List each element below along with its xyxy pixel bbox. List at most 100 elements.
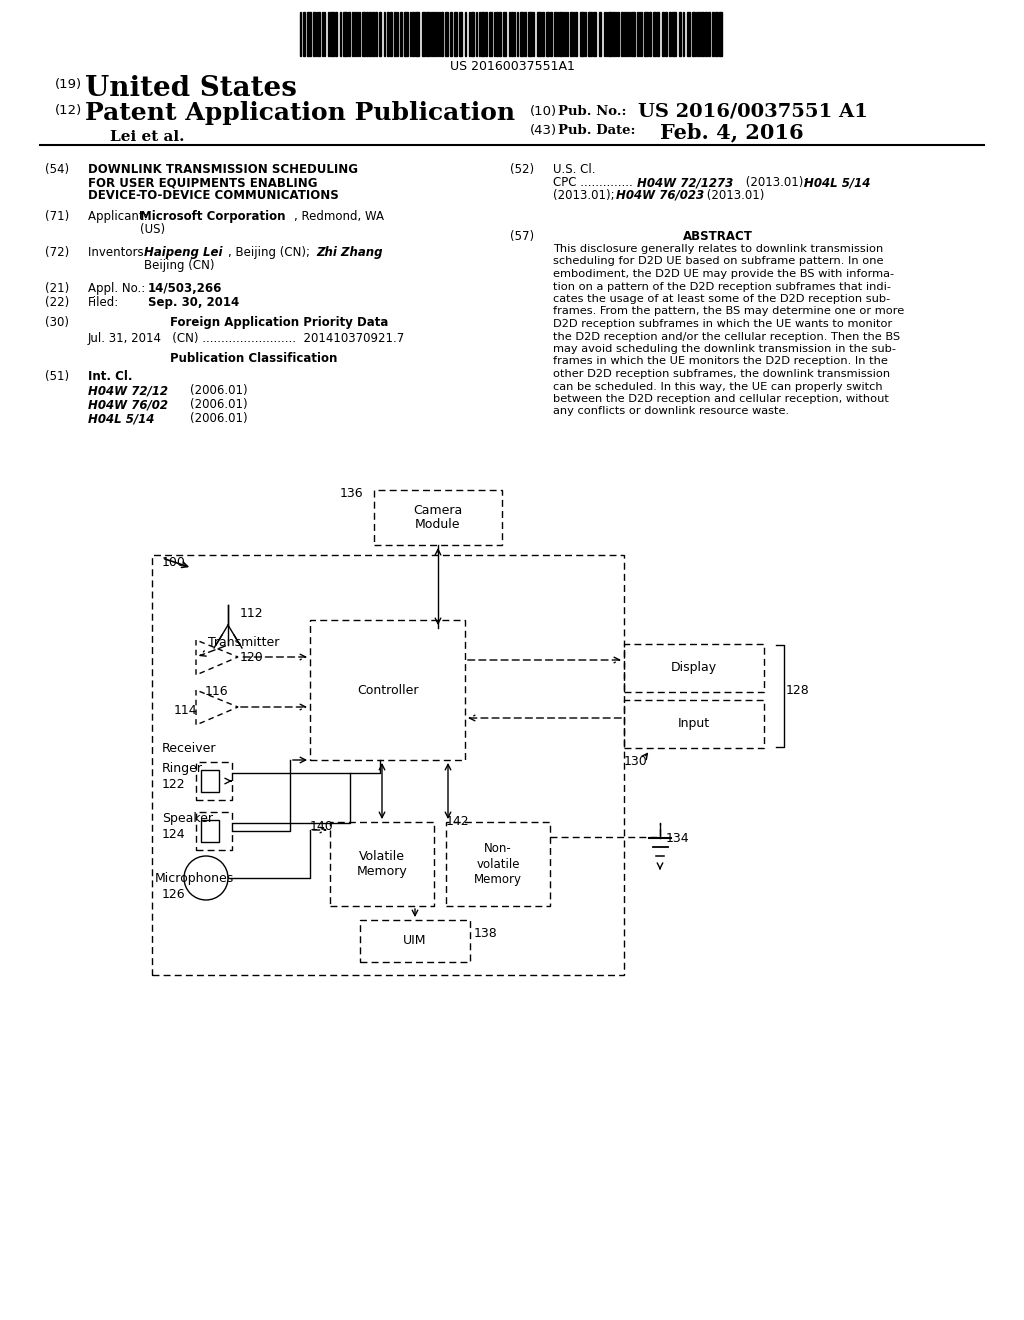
Text: FOR USER EQUIPMENTS ENABLING: FOR USER EQUIPMENTS ENABLING xyxy=(88,176,317,189)
Bar xyxy=(318,12,319,55)
Text: Display: Display xyxy=(671,661,717,675)
Bar xyxy=(712,12,714,55)
Bar xyxy=(649,12,651,55)
Bar xyxy=(369,12,371,55)
Text: cates the usage of at least some of the D2D reception sub-: cates the usage of at least some of the … xyxy=(553,294,890,304)
Text: may avoid scheduling the downlink transmission in the sub-: may avoid scheduling the downlink transm… xyxy=(553,345,896,354)
Bar xyxy=(613,12,615,55)
Bar xyxy=(570,12,572,55)
Text: Haipeng Lei: Haipeng Lei xyxy=(144,246,222,259)
Bar xyxy=(588,12,592,55)
Text: 126: 126 xyxy=(162,888,185,902)
Bar xyxy=(546,12,549,55)
Text: 136: 136 xyxy=(340,487,364,500)
Bar xyxy=(310,620,465,760)
Bar xyxy=(624,12,626,55)
Bar xyxy=(503,12,506,55)
Bar xyxy=(446,822,550,906)
Bar xyxy=(621,12,623,55)
Text: Volatile
Memory: Volatile Memory xyxy=(356,850,408,878)
Bar xyxy=(608,12,612,55)
Bar xyxy=(662,12,664,55)
Text: US 2016/0037551 A1: US 2016/0037551 A1 xyxy=(638,103,868,121)
Bar xyxy=(196,762,232,800)
Bar xyxy=(528,12,532,55)
Bar xyxy=(352,12,354,55)
Text: the D2D reception and/or the cellular reception. Then the BS: the D2D reception and/or the cellular re… xyxy=(553,331,900,342)
Text: Input: Input xyxy=(678,718,710,730)
Text: (2013.01);: (2013.01); xyxy=(553,189,618,202)
Text: (71): (71) xyxy=(45,210,70,223)
Text: 116: 116 xyxy=(205,685,228,698)
Text: CPC ..............: CPC .............. xyxy=(553,176,637,189)
Text: Feb. 4, 2016: Feb. 4, 2016 xyxy=(660,121,804,143)
Bar xyxy=(624,700,764,748)
Bar xyxy=(415,12,419,55)
Text: 142: 142 xyxy=(446,814,470,828)
Text: (2013.01): (2013.01) xyxy=(703,189,764,202)
Bar xyxy=(313,12,315,55)
Bar xyxy=(450,12,452,55)
Text: H04W 72/1273: H04W 72/1273 xyxy=(637,176,733,189)
Text: Jul. 31, 2014   (CN) .........................  201410370921.7: Jul. 31, 2014 (CN) .....................… xyxy=(88,333,406,345)
Bar xyxy=(330,12,334,55)
Bar xyxy=(698,12,700,55)
Text: Pub. No.:: Pub. No.: xyxy=(558,106,627,117)
Text: (57): (57) xyxy=(510,230,535,243)
Bar xyxy=(366,12,368,55)
Text: This disclosure generally relates to downlink transmission: This disclosure generally relates to dow… xyxy=(553,244,884,253)
Text: 138: 138 xyxy=(474,927,498,940)
Text: 128: 128 xyxy=(786,684,810,697)
Bar xyxy=(550,12,552,55)
Text: (51): (51) xyxy=(45,370,70,383)
Bar xyxy=(705,12,707,55)
Bar xyxy=(335,12,337,55)
Text: United States: United States xyxy=(85,75,297,102)
Bar xyxy=(390,12,392,55)
Bar xyxy=(624,644,764,692)
Text: Transmitter: Transmitter xyxy=(208,636,280,649)
Bar xyxy=(375,12,377,55)
Bar xyxy=(360,920,470,962)
Text: US 20160037551A1: US 20160037551A1 xyxy=(450,59,574,73)
Bar xyxy=(719,12,722,55)
Text: can be scheduled. In this way, the UE can properly switch: can be scheduled. In this way, the UE ca… xyxy=(553,381,883,392)
Text: UIM: UIM xyxy=(403,935,427,948)
Text: 122: 122 xyxy=(162,777,185,791)
Text: (19): (19) xyxy=(55,78,82,91)
Text: U.S. Cl.: U.S. Cl. xyxy=(553,162,596,176)
Bar xyxy=(715,12,718,55)
Bar xyxy=(554,12,556,55)
Bar xyxy=(412,12,414,55)
Bar xyxy=(196,812,232,850)
Text: between the D2D reception and cellular reception, without: between the D2D reception and cellular r… xyxy=(553,393,889,404)
Text: frames in which the UE monitors the D2D reception. In the: frames in which the UE monitors the D2D … xyxy=(553,356,888,367)
Bar xyxy=(307,12,311,55)
Text: (US): (US) xyxy=(140,223,165,236)
Bar xyxy=(485,12,487,55)
Text: Inventors:: Inventors: xyxy=(88,246,152,259)
Text: (2006.01): (2006.01) xyxy=(190,399,248,411)
Text: (54): (54) xyxy=(45,162,70,176)
Text: Appl. No.:: Appl. No.: xyxy=(88,282,150,294)
Text: Pub. Date:: Pub. Date: xyxy=(558,124,636,137)
Bar xyxy=(471,12,474,55)
Text: Filed:: Filed: xyxy=(88,296,119,309)
Bar xyxy=(303,12,305,55)
Bar xyxy=(575,12,577,55)
Text: , Redmond, WA: , Redmond, WA xyxy=(294,210,384,223)
Bar xyxy=(653,12,656,55)
Bar xyxy=(372,12,374,55)
Text: (43): (43) xyxy=(530,124,557,137)
Bar xyxy=(445,12,449,55)
Bar xyxy=(679,12,681,55)
Bar xyxy=(362,12,365,55)
Text: (21): (21) xyxy=(45,282,70,294)
Bar xyxy=(330,822,434,906)
Bar xyxy=(152,554,624,975)
Bar xyxy=(499,12,501,55)
Text: H04L 5/14: H04L 5/14 xyxy=(804,176,870,189)
Bar xyxy=(481,12,484,55)
Text: H04W 76/02: H04W 76/02 xyxy=(88,399,168,411)
Bar xyxy=(537,12,541,55)
